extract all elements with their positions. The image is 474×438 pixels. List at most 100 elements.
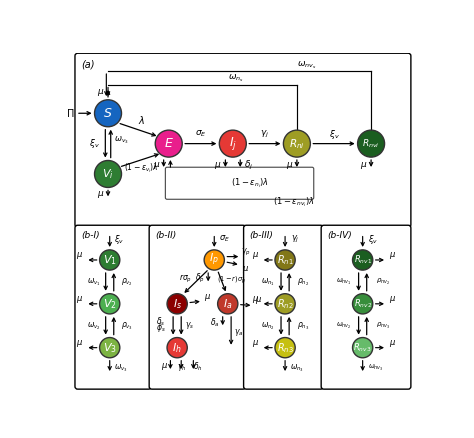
Text: $\omega_{n_2}$: $\omega_{n_2}$ xyxy=(261,320,275,332)
Circle shape xyxy=(353,294,373,314)
Text: $\mu$: $\mu$ xyxy=(252,338,259,349)
Text: $(1-\epsilon_{nv_i})\lambda$: $(1-\epsilon_{nv_i})\lambda$ xyxy=(273,196,314,209)
Text: $\rho_{nv_2}$: $\rho_{nv_2}$ xyxy=(376,277,390,287)
FancyBboxPatch shape xyxy=(75,53,411,227)
Circle shape xyxy=(100,294,120,314)
Text: $\mu$: $\mu$ xyxy=(97,189,104,200)
Text: $\mu$: $\mu$ xyxy=(252,251,259,261)
Text: $\omega_{nv_2}$: $\omega_{nv_2}$ xyxy=(336,321,352,331)
FancyBboxPatch shape xyxy=(244,225,323,389)
Text: $S$: $S$ xyxy=(103,107,113,120)
Text: $R_{nvi}$: $R_{nvi}$ xyxy=(362,138,380,150)
Text: $\gamma_a$: $\gamma_a$ xyxy=(234,327,243,338)
Text: $\gamma_j$: $\gamma_j$ xyxy=(260,129,269,140)
Text: $\lambda$: $\lambda$ xyxy=(138,114,146,126)
Circle shape xyxy=(218,294,238,314)
Circle shape xyxy=(167,338,187,358)
Text: $R_{n3}$: $R_{n3}$ xyxy=(277,341,293,355)
Text: $I_j$: $I_j$ xyxy=(229,135,237,152)
Text: $\delta_h$: $\delta_h$ xyxy=(192,361,202,374)
Text: $V_i$: $V_i$ xyxy=(102,167,114,181)
Text: $\rho_{n_2}$: $\rho_{n_2}$ xyxy=(297,276,310,288)
Text: $\mu$: $\mu$ xyxy=(255,295,262,306)
Text: $\gamma_s$: $\gamma_s$ xyxy=(185,320,194,331)
Text: $\delta_j$: $\delta_j$ xyxy=(244,159,253,172)
Text: $\omega_{n_1}$: $\omega_{n_1}$ xyxy=(261,276,275,288)
Text: (b-IV): (b-IV) xyxy=(327,231,352,240)
Circle shape xyxy=(275,250,295,270)
Text: $I_a$: $I_a$ xyxy=(223,297,233,311)
Text: $V_1$: $V_1$ xyxy=(103,253,117,267)
Text: (b-I): (b-I) xyxy=(81,231,100,240)
Text: $\omega_{nv_s}$: $\omega_{nv_s}$ xyxy=(297,59,317,71)
FancyBboxPatch shape xyxy=(149,225,246,389)
Text: $\mu$: $\mu$ xyxy=(252,294,259,305)
Circle shape xyxy=(353,338,373,358)
Text: $\xi_v$: $\xi_v$ xyxy=(368,233,378,246)
Circle shape xyxy=(353,250,373,270)
Text: $\mu$: $\mu$ xyxy=(76,294,83,305)
FancyBboxPatch shape xyxy=(75,225,151,389)
Text: $\omega_{v_1}$: $\omega_{v_1}$ xyxy=(87,276,100,288)
Text: $V_2$: $V_2$ xyxy=(103,297,117,311)
FancyBboxPatch shape xyxy=(321,225,411,389)
Text: $\mu$: $\mu$ xyxy=(389,338,396,349)
Text: $\mu$: $\mu$ xyxy=(242,264,249,275)
Text: $\omega_{v_2}$: $\omega_{v_2}$ xyxy=(87,320,100,332)
Text: $\mu$: $\mu$ xyxy=(76,338,83,349)
Text: $\xi_v$: $\xi_v$ xyxy=(114,233,124,246)
Text: $\mu$: $\mu$ xyxy=(389,251,396,261)
Circle shape xyxy=(167,294,187,314)
Text: $\mu$: $\mu$ xyxy=(162,361,169,372)
Text: $(1-\epsilon_{v_i})\lambda$: $(1-\epsilon_{v_i})\lambda$ xyxy=(125,162,159,175)
Circle shape xyxy=(219,130,246,157)
Text: $\gamma_p$: $\gamma_p$ xyxy=(241,247,251,258)
Circle shape xyxy=(275,294,295,314)
Text: (b-II): (b-II) xyxy=(155,231,176,240)
Text: $\omega_{v_3}$: $\omega_{v_3}$ xyxy=(114,362,128,374)
Text: $R_{n2}$: $R_{n2}$ xyxy=(277,297,293,311)
Text: $R_{nv3}$: $R_{nv3}$ xyxy=(354,341,372,354)
Text: $E$: $E$ xyxy=(164,137,173,150)
Text: $\rho_{n_3}$: $\rho_{n_3}$ xyxy=(297,320,310,332)
Text: $I_s$: $I_s$ xyxy=(173,297,182,311)
Text: $\mu$: $\mu$ xyxy=(97,87,104,98)
Text: $\rho_{nv_3}$: $\rho_{nv_3}$ xyxy=(376,321,390,331)
FancyBboxPatch shape xyxy=(71,49,415,393)
Circle shape xyxy=(275,338,295,358)
Text: $(1-\epsilon_{n_i})\lambda$: $(1-\epsilon_{n_i})\lambda$ xyxy=(231,177,269,190)
Text: (b-III): (b-III) xyxy=(250,231,273,240)
Circle shape xyxy=(94,100,121,127)
Text: $\phi_s$: $\phi_s$ xyxy=(156,321,166,334)
Text: $R_{nv2}$: $R_{nv2}$ xyxy=(354,297,372,310)
Text: $\xi_v$: $\xi_v$ xyxy=(328,127,339,141)
Text: $I_h$: $I_h$ xyxy=(173,341,182,355)
Text: (a): (a) xyxy=(82,59,95,69)
Text: $R_{ni}$: $R_{ni}$ xyxy=(289,137,305,151)
Text: $\gamma_j$: $\gamma_j$ xyxy=(291,233,300,244)
Text: $I_p$: $I_p$ xyxy=(210,252,219,268)
Text: $\omega_{nv_3}$: $\omega_{nv_3}$ xyxy=(368,363,383,373)
Circle shape xyxy=(357,130,384,157)
Circle shape xyxy=(283,130,310,157)
Text: $\delta_p$: $\delta_p$ xyxy=(195,272,205,286)
Text: $\mu$: $\mu$ xyxy=(214,160,221,171)
Text: $R_{n1}$: $R_{n1}$ xyxy=(277,253,293,267)
Circle shape xyxy=(204,250,224,270)
Text: $\Pi$: $\Pi$ xyxy=(66,107,74,119)
Text: $\delta_a$: $\delta_a$ xyxy=(210,317,220,329)
Text: $(1-r)\sigma_p$: $(1-r)\sigma_p$ xyxy=(217,275,246,286)
Circle shape xyxy=(155,130,182,157)
Text: $\mu$: $\mu$ xyxy=(76,251,83,261)
Circle shape xyxy=(100,250,120,270)
FancyBboxPatch shape xyxy=(165,167,314,199)
Text: $\gamma_h$: $\gamma_h$ xyxy=(177,362,187,373)
Text: $\mu$: $\mu$ xyxy=(360,160,367,171)
Text: $\rho_{v_2}$: $\rho_{v_2}$ xyxy=(121,276,133,288)
Text: $R_{nv1}$: $R_{nv1}$ xyxy=(354,254,372,266)
Text: $\omega_{v_3}$: $\omega_{v_3}$ xyxy=(114,134,129,146)
Text: $V_3$: $V_3$ xyxy=(103,341,117,355)
Text: $\mu$: $\mu$ xyxy=(153,160,160,171)
Text: $\mu$: $\mu$ xyxy=(286,160,293,171)
Text: $\sigma_E$: $\sigma_E$ xyxy=(195,129,207,139)
